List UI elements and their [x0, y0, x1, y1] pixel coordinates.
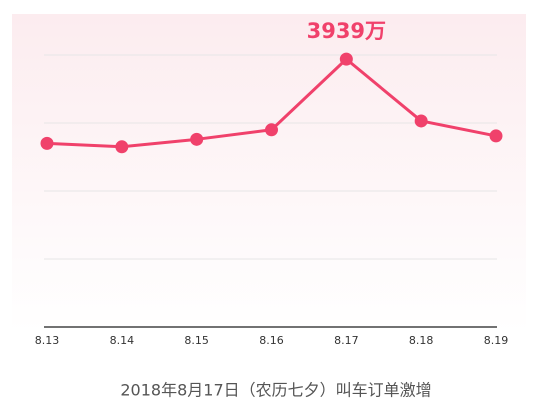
data-point — [265, 123, 278, 137]
x-tick-label: 8.13 — [35, 334, 60, 347]
x-tick-label: 8.16 — [259, 334, 284, 347]
data-point — [489, 129, 503, 143]
data-point — [190, 132, 204, 146]
panel-background — [12, 14, 526, 332]
x-tick-label: 8.14 — [110, 334, 135, 347]
x-tick-label: 8.17 — [334, 334, 359, 347]
chart-caption: 2018年8月17日（农历七夕）叫车订单激增 — [120, 381, 431, 400]
x-tick-label: 8.15 — [184, 334, 209, 347]
data-point — [40, 136, 54, 150]
value-label: 3939万 — [307, 19, 386, 43]
data-point — [115, 140, 129, 154]
x-tick-label: 8.19 — [484, 334, 509, 347]
data-point — [414, 114, 428, 128]
x-tick-label: 8.18 — [409, 334, 434, 347]
data-point — [339, 52, 353, 66]
